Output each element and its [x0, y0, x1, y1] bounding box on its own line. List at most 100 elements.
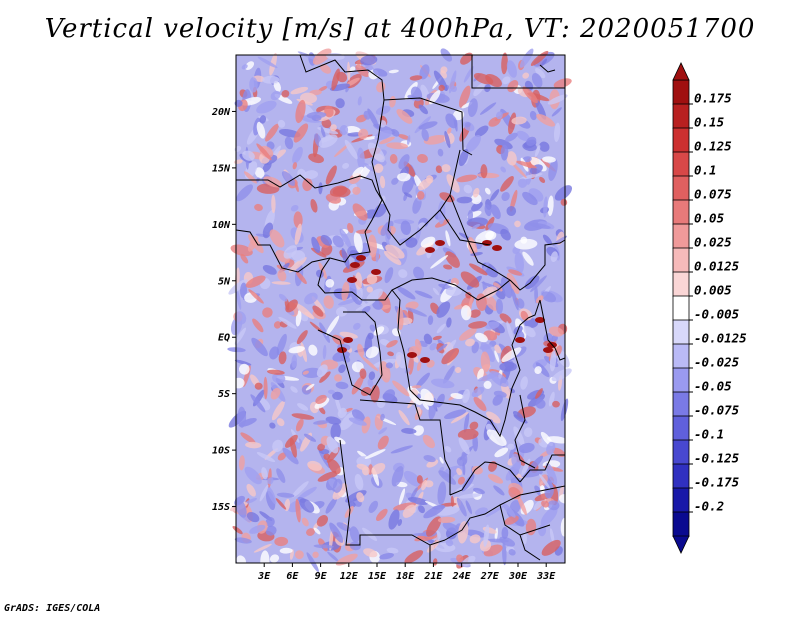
field-blob — [375, 105, 391, 115]
field-blob — [266, 485, 277, 505]
field-blob — [386, 339, 398, 348]
field-blob — [288, 257, 307, 273]
field-blob — [458, 437, 470, 455]
field-blob — [232, 526, 243, 535]
velocity-field — [227, 48, 572, 573]
field-blob — [257, 56, 278, 69]
field-blob — [248, 234, 264, 254]
field-blob — [469, 263, 488, 276]
grads-credit: GrADS: IGES/COLA — [4, 603, 101, 614]
field-blob — [356, 229, 372, 234]
field-blob — [397, 286, 416, 300]
field-blob — [415, 372, 430, 389]
field-blob — [500, 166, 507, 173]
field-blob — [432, 335, 442, 341]
field-blob — [426, 459, 439, 468]
field-blob — [262, 307, 273, 318]
field-blob — [457, 521, 469, 544]
field-blob — [341, 281, 350, 302]
field-blob — [273, 80, 281, 92]
colorbar-swatch — [672, 271, 690, 297]
field-blob — [435, 165, 443, 174]
field-blob — [386, 547, 399, 554]
field-blob — [234, 537, 252, 544]
field-blob — [425, 175, 434, 184]
lat-tick-label: 20N — [211, 107, 231, 118]
border-line — [317, 329, 341, 341]
field-blob — [398, 488, 406, 505]
field-blob — [254, 167, 265, 179]
field-blob — [234, 359, 252, 366]
field-blob — [427, 315, 434, 325]
field-blob — [464, 529, 486, 538]
field-blob — [385, 222, 392, 240]
field-blob — [252, 318, 264, 333]
field-blob — [485, 73, 502, 88]
field-blob — [237, 406, 247, 428]
colorbar-label: 0.125 — [694, 139, 732, 154]
field-blob — [313, 527, 321, 535]
field-blob — [528, 393, 545, 408]
field-blob — [506, 206, 517, 216]
field-blob — [236, 184, 254, 202]
border-line — [359, 399, 451, 495]
field-blob — [423, 455, 436, 463]
field-blob — [539, 141, 550, 152]
field-blob — [316, 364, 328, 378]
colorbar-swatch — [672, 439, 690, 465]
colorbar-swatch — [672, 511, 690, 537]
field-blob — [271, 194, 276, 214]
latitude-axis: 20N 15N 10N 5N EQ 5S 10S 15S — [211, 107, 236, 513]
field-blob — [455, 366, 462, 374]
field-blob — [393, 502, 416, 511]
field-blob — [435, 393, 445, 408]
field-blob — [270, 387, 281, 400]
field-blob — [357, 343, 365, 357]
field-blob — [403, 470, 422, 487]
field-blob — [238, 455, 245, 471]
field-blob — [414, 290, 433, 299]
field-blob — [262, 265, 277, 275]
field-blob — [304, 292, 318, 305]
field-blob — [244, 61, 255, 70]
field-blob — [551, 107, 562, 117]
field-blob — [379, 175, 386, 189]
field-blob — [515, 160, 537, 169]
field-blob — [464, 122, 471, 128]
field-blob — [299, 498, 315, 513]
field-blob — [304, 170, 319, 180]
field-blob — [410, 487, 418, 499]
field-blob — [234, 311, 247, 325]
field-blob — [514, 238, 538, 250]
lon-tick-label: 21E — [423, 571, 443, 582]
field-blob — [389, 154, 398, 164]
field-blob — [292, 146, 303, 164]
field-blob — [421, 128, 429, 142]
field-blob — [409, 75, 423, 81]
field-blob — [349, 541, 361, 551]
field-blob — [246, 483, 256, 497]
field-blob — [307, 460, 322, 471]
field-blob — [523, 325, 536, 338]
field-blob — [254, 382, 263, 390]
field-blob — [316, 514, 329, 527]
colorbar-label: -0.05 — [694, 379, 732, 394]
field-blob — [329, 522, 344, 543]
colorbar-label: 0.15 — [694, 115, 725, 130]
field-blob — [373, 203, 387, 218]
border-line — [449, 194, 511, 281]
field-blob — [306, 552, 319, 573]
field-blob — [327, 389, 336, 395]
field-blob — [356, 492, 365, 503]
field-blob — [466, 217, 488, 227]
field-blob — [412, 196, 422, 214]
field-blob — [459, 327, 477, 341]
field-blob — [480, 164, 488, 179]
field-blob — [355, 300, 376, 311]
field-blob — [479, 102, 497, 115]
field-blob — [460, 305, 472, 321]
field-blob — [483, 524, 490, 547]
field-blob — [482, 286, 498, 298]
field-blob — [463, 184, 473, 194]
field-blob — [506, 60, 517, 78]
